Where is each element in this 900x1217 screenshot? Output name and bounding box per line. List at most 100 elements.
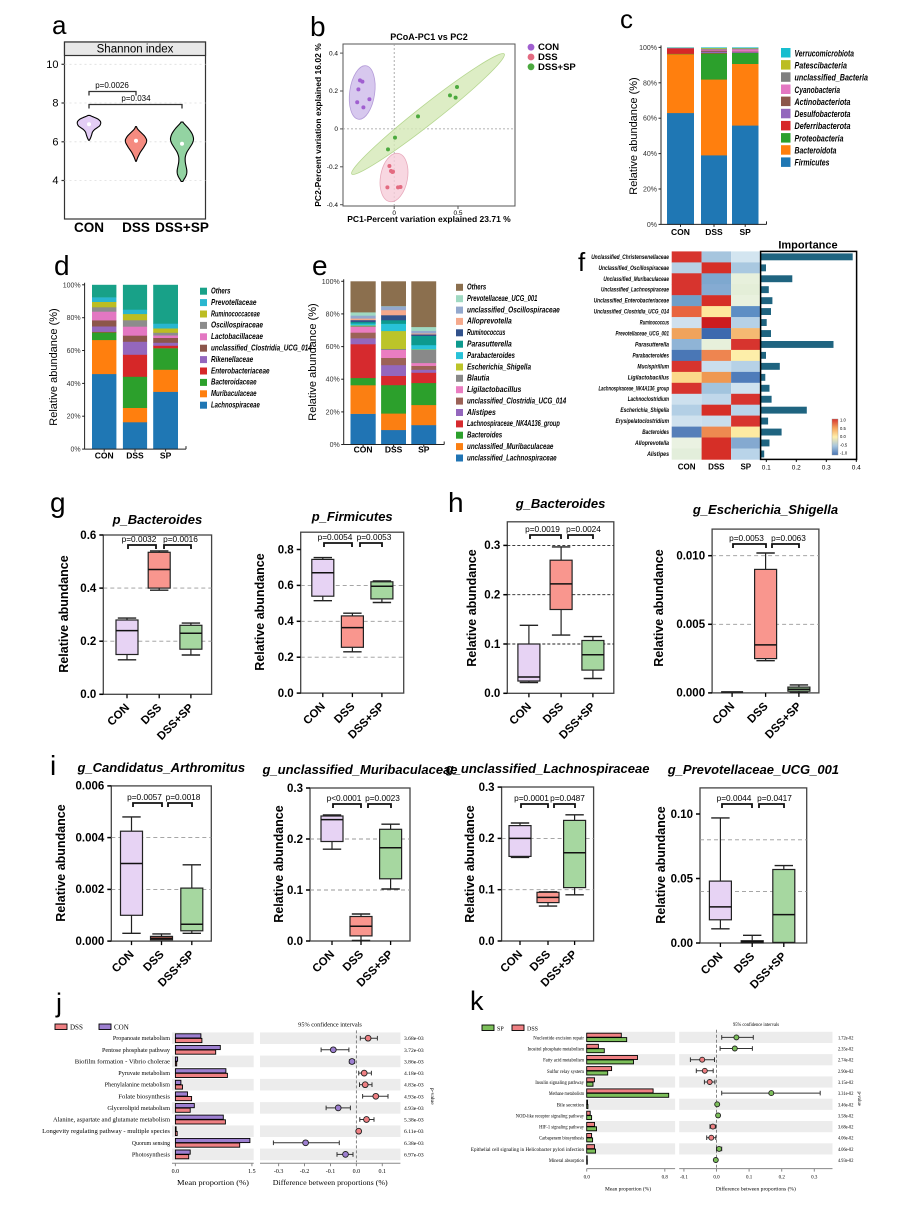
- svg-text:Nucleotide excision repair: Nucleotide excision repair: [533, 1036, 584, 1041]
- svg-text:0.0: 0.0: [353, 1169, 361, 1175]
- svg-text:0.0: 0.0: [840, 434, 846, 439]
- svg-text:g_unclassified_Lachnospiraceae: g_unclassified_Lachnospiraceae: [445, 761, 650, 776]
- svg-text:NOD-like receptor signaling pa: NOD-like receptor signaling pathway: [516, 1114, 585, 1119]
- svg-text:DSS: DSS: [538, 52, 558, 63]
- svg-text:Unclassified_Lachnospiraceae: Unclassified_Lachnospiraceae: [601, 287, 669, 294]
- svg-text:-0.1: -0.1: [326, 1169, 336, 1175]
- svg-text:p=0.0019: p=0.0019: [525, 524, 560, 534]
- svg-text:Ligilactobacillus: Ligilactobacillus: [467, 384, 522, 394]
- svg-text:0.3: 0.3: [811, 1176, 818, 1181]
- svg-text:PCoA-PC1 vs PC2: PCoA-PC1 vs PC2: [390, 32, 468, 42]
- svg-text:Inositol phosphate metabolism: Inositol phosphate metabolism: [528, 1048, 585, 1053]
- svg-text:Muribaculaceae: Muribaculaceae: [211, 388, 257, 398]
- svg-text:6.97e-03: 6.97e-03: [404, 1152, 424, 1158]
- svg-text:Prevotellaceae_UCG_001: Prevotellaceae_UCG_001: [616, 331, 670, 338]
- svg-text:0.6: 0.6: [278, 580, 294, 592]
- svg-text:8: 8: [52, 98, 58, 110]
- svg-text:1.72e-02: 1.72e-02: [838, 1036, 854, 1041]
- svg-text:Unclassified_Muribaculaceae: Unclassified_Muribaculaceae: [603, 276, 669, 283]
- svg-text:-0.3: -0.3: [274, 1169, 284, 1175]
- svg-text:Bacteroides: Bacteroides: [642, 429, 669, 436]
- svg-text:CON: CON: [354, 445, 373, 455]
- svg-text:0.4: 0.4: [852, 464, 861, 471]
- svg-text:Prevotellaceae_UCG_001: Prevotellaceae_UCG_001: [467, 293, 538, 303]
- svg-text:0.0: 0.0: [278, 688, 294, 700]
- svg-text:4: 4: [52, 175, 58, 187]
- svg-text:0.6: 0.6: [80, 530, 96, 542]
- svg-text:Relative abundance: Relative abundance: [465, 549, 479, 666]
- svg-text:60%: 60%: [326, 344, 340, 351]
- svg-text:0.2: 0.2: [278, 652, 294, 664]
- svg-text:Difference between proportions: Difference between proportions (%): [716, 1186, 796, 1193]
- svg-text:Firmicutes: Firmicutes: [795, 158, 830, 169]
- svg-text:Escherichia_Shigella: Escherichia_Shigella: [467, 361, 531, 371]
- svg-text:Relative abundance (%): Relative abundance (%): [628, 77, 640, 194]
- svg-text:Verrucomicrobiota: Verrucomicrobiota: [795, 48, 855, 59]
- svg-text:p=0.0032: p=0.0032: [122, 534, 157, 544]
- svg-text:p-value: p-value: [856, 1092, 861, 1106]
- svg-text:unclassified_Lachnospiraceae: unclassified_Lachnospiraceae: [467, 452, 557, 462]
- svg-text:Proteobacteria: Proteobacteria: [795, 133, 844, 144]
- svg-text:3.68e-02: 3.68e-02: [838, 1126, 854, 1131]
- svg-text:0.3: 0.3: [484, 540, 500, 552]
- svg-text:Unclassified_Oscillospiraceae: Unclassified_Oscillospiraceae: [599, 265, 670, 272]
- svg-text:Difference between proportions: Difference between proportions (%): [273, 1179, 389, 1187]
- svg-text:DSS: DSS: [70, 1024, 83, 1032]
- svg-text:unclassified_Clostridia_UCG_01: unclassified_Clostridia_UCG_014: [211, 343, 312, 353]
- svg-text:Bacteroidaceae: Bacteroidaceae: [211, 377, 257, 387]
- svg-text:3.46e-02: 3.46e-02: [838, 1103, 854, 1108]
- svg-text:CON: CON: [678, 462, 696, 471]
- svg-text:Oscillospiraceae: Oscillospiraceae: [211, 320, 263, 330]
- svg-text:p=0.0053: p=0.0053: [729, 533, 764, 543]
- svg-text:Relative abundance: Relative abundance: [54, 804, 68, 921]
- svg-text:Fatty acid metabolism: Fatty acid metabolism: [543, 1059, 584, 1064]
- svg-text:0.05: 0.05: [671, 873, 694, 885]
- svg-text:0: 0: [392, 210, 396, 217]
- svg-text:Enterobacteriaceae: Enterobacteriaceae: [211, 365, 270, 375]
- svg-text:Relative abundance: Relative abundance: [652, 549, 666, 666]
- svg-text:Cyanobacteria: Cyanobacteria: [795, 85, 841, 96]
- svg-text:0.2: 0.2: [287, 834, 303, 846]
- svg-text:g_unclassified_Muribaculaceae: g_unclassified_Muribaculaceae: [261, 762, 457, 777]
- svg-text:p=0.0054: p=0.0054: [318, 532, 353, 542]
- svg-text:0.1: 0.1: [287, 885, 304, 897]
- svg-text:Importance: Importance: [778, 240, 837, 252]
- svg-text:0.1: 0.1: [479, 885, 496, 897]
- svg-text:CON: CON: [538, 42, 559, 53]
- svg-text:10: 10: [46, 59, 58, 71]
- svg-text:Parabacteroides: Parabacteroides: [633, 352, 670, 359]
- svg-text:0.000: 0.000: [676, 688, 705, 700]
- svg-text:0.2: 0.2: [329, 88, 338, 95]
- svg-text:DSS: DSS: [527, 1027, 538, 1033]
- svg-text:DSS: DSS: [705, 227, 723, 237]
- svg-text:4.06e-02: 4.06e-02: [838, 1137, 854, 1142]
- svg-text:a: a: [52, 10, 67, 40]
- svg-text:Blautia: Blautia: [467, 373, 490, 383]
- svg-text:DSS: DSS: [122, 220, 150, 235]
- svg-text:0.0: 0.0: [172, 1169, 180, 1175]
- svg-text:3.86e-03: 3.86e-03: [404, 1060, 424, 1066]
- svg-text:0.8: 0.8: [662, 1176, 669, 1181]
- svg-text:Relative abundance: Relative abundance: [272, 805, 286, 922]
- svg-text:1.0: 1.0: [840, 418, 846, 423]
- svg-text:CON: CON: [95, 451, 114, 461]
- svg-text:SP: SP: [740, 227, 752, 237]
- svg-text:CON: CON: [671, 227, 690, 237]
- svg-text:p=0.0417: p=0.0417: [757, 793, 792, 803]
- svg-text:PC2-Percent variation explaine: PC2-Percent variation explained 16.02 %: [313, 43, 323, 207]
- svg-text:Ruminococcus: Ruminococcus: [467, 327, 506, 337]
- svg-text:SP: SP: [160, 451, 172, 461]
- svg-text:Rikenellaceae: Rikenellaceae: [211, 354, 253, 364]
- svg-text:0.00: 0.00: [671, 938, 693, 950]
- svg-text:0.8: 0.8: [278, 544, 295, 556]
- svg-text:e: e: [312, 250, 328, 281]
- svg-text:g_Candidatus_Arthromitus: g_Candidatus_Arthromitus: [77, 760, 246, 775]
- svg-text:Folate biosynthesis: Folate biosynthesis: [118, 1094, 170, 1100]
- svg-text:PC1-Percent variation explaine: PC1-Percent variation explained 23.71 %: [347, 214, 511, 224]
- svg-text:g: g: [50, 487, 66, 518]
- svg-text:HIF-1 signaling pathway: HIF-1 signaling pathway: [539, 1126, 584, 1131]
- svg-text:0.0: 0.0: [80, 689, 96, 701]
- svg-text:Pyruvate metabolism: Pyruvate metabolism: [118, 1071, 170, 1077]
- svg-text:unclassified_Oscillospiraceae: unclassified_Oscillospiraceae: [467, 304, 560, 314]
- svg-text:0%: 0%: [330, 442, 340, 449]
